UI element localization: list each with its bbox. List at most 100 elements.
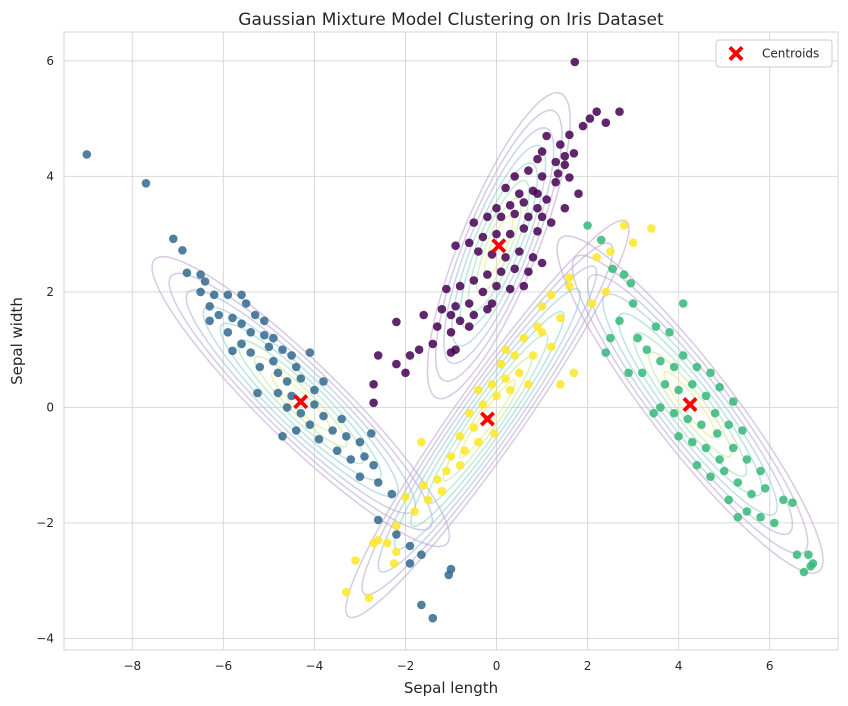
data-point — [487, 380, 497, 389]
data-point — [587, 299, 597, 308]
data-point — [551, 177, 560, 187]
data-point — [528, 252, 538, 262]
y-tick-label: 4 — [46, 169, 54, 183]
data-point — [692, 362, 702, 372]
data-point — [474, 437, 483, 447]
data-point — [446, 328, 456, 337]
data-point — [455, 281, 465, 291]
data-point — [296, 374, 306, 383]
data-point — [729, 443, 738, 453]
x-tick-label: 4 — [675, 659, 683, 673]
data-point — [442, 284, 451, 294]
data-point — [510, 209, 519, 219]
y-ticks: −4 −2 0 2 4 6 — [36, 54, 54, 646]
data-point — [469, 310, 479, 320]
data-point — [565, 281, 574, 291]
data-point — [697, 420, 706, 430]
data-point — [551, 157, 560, 167]
data-point — [228, 346, 237, 356]
data-point — [278, 345, 287, 355]
data-point — [310, 385, 319, 395]
data-point — [537, 328, 547, 337]
data-point — [346, 455, 356, 464]
data-point — [756, 512, 765, 522]
data-point — [505, 284, 515, 294]
data-point — [492, 391, 501, 401]
data-point — [214, 310, 224, 320]
data-point — [433, 322, 442, 331]
data-point — [417, 600, 426, 610]
x-tick-label: 6 — [766, 659, 774, 673]
data-point — [733, 478, 743, 487]
data-point — [569, 368, 579, 378]
data-point — [182, 268, 192, 278]
x-tick-label: −4 — [306, 659, 324, 673]
data-point — [401, 492, 410, 502]
data-point — [282, 377, 292, 386]
data-point — [419, 310, 429, 320]
data-point — [332, 446, 342, 456]
data-point — [515, 368, 524, 378]
data-point — [649, 408, 658, 418]
data-point — [264, 342, 274, 352]
data-point — [405, 541, 415, 551]
data-point — [633, 333, 642, 343]
data-point — [701, 443, 711, 453]
centroid-marker — [491, 238, 507, 254]
x-tick-label: −6 — [215, 659, 233, 673]
data-point — [537, 302, 547, 311]
data-point — [560, 160, 570, 170]
data-point — [628, 299, 638, 308]
data-point — [367, 429, 376, 438]
data-point — [141, 179, 151, 188]
data-point — [715, 382, 724, 392]
data-point — [260, 330, 269, 340]
x-tick-label: 2 — [584, 659, 592, 673]
data-point — [437, 486, 447, 496]
data-point — [455, 460, 465, 470]
data-point — [779, 495, 788, 505]
data-point — [446, 452, 456, 461]
legend-centroid-marker — [728, 46, 744, 61]
data-point — [601, 287, 611, 297]
y-tick-label: 6 — [46, 54, 54, 68]
data-point — [505, 385, 515, 395]
x-tick-label: −2 — [397, 659, 415, 673]
data-point — [492, 281, 501, 291]
plot-area — [63, 31, 839, 651]
data-point — [770, 518, 779, 528]
data-point — [804, 550, 813, 559]
data-point — [478, 232, 488, 242]
data-point — [738, 426, 747, 435]
y-tick-label: −2 — [36, 516, 54, 530]
grid — [64, 32, 838, 650]
data-point — [389, 559, 399, 568]
data-point — [310, 400, 319, 409]
data-point — [619, 270, 629, 279]
data-point — [537, 212, 547, 222]
x-ticks: −8 −6 −4 −2 0 2 4 6 — [123, 659, 773, 673]
data-point — [305, 420, 315, 430]
data-point — [337, 414, 347, 424]
data-point — [342, 587, 351, 597]
data-point — [246, 328, 255, 337]
data-point — [369, 380, 378, 389]
data-point — [596, 235, 606, 245]
density-contour — [344, 219, 630, 619]
density-contour — [434, 109, 563, 382]
data-point — [178, 246, 187, 255]
data-point — [729, 397, 738, 406]
data-point — [519, 198, 529, 207]
data-point — [719, 466, 729, 476]
data-point — [519, 333, 529, 343]
centroid-marker — [479, 411, 495, 427]
data-point — [209, 290, 219, 300]
data-point — [455, 316, 465, 326]
data-point — [706, 472, 715, 482]
data-point — [501, 345, 510, 355]
data-point — [369, 460, 378, 470]
legend-centroid-icon — [728, 46, 744, 61]
data-point — [469, 423, 479, 432]
data-point — [505, 229, 515, 239]
data-point — [688, 380, 697, 389]
